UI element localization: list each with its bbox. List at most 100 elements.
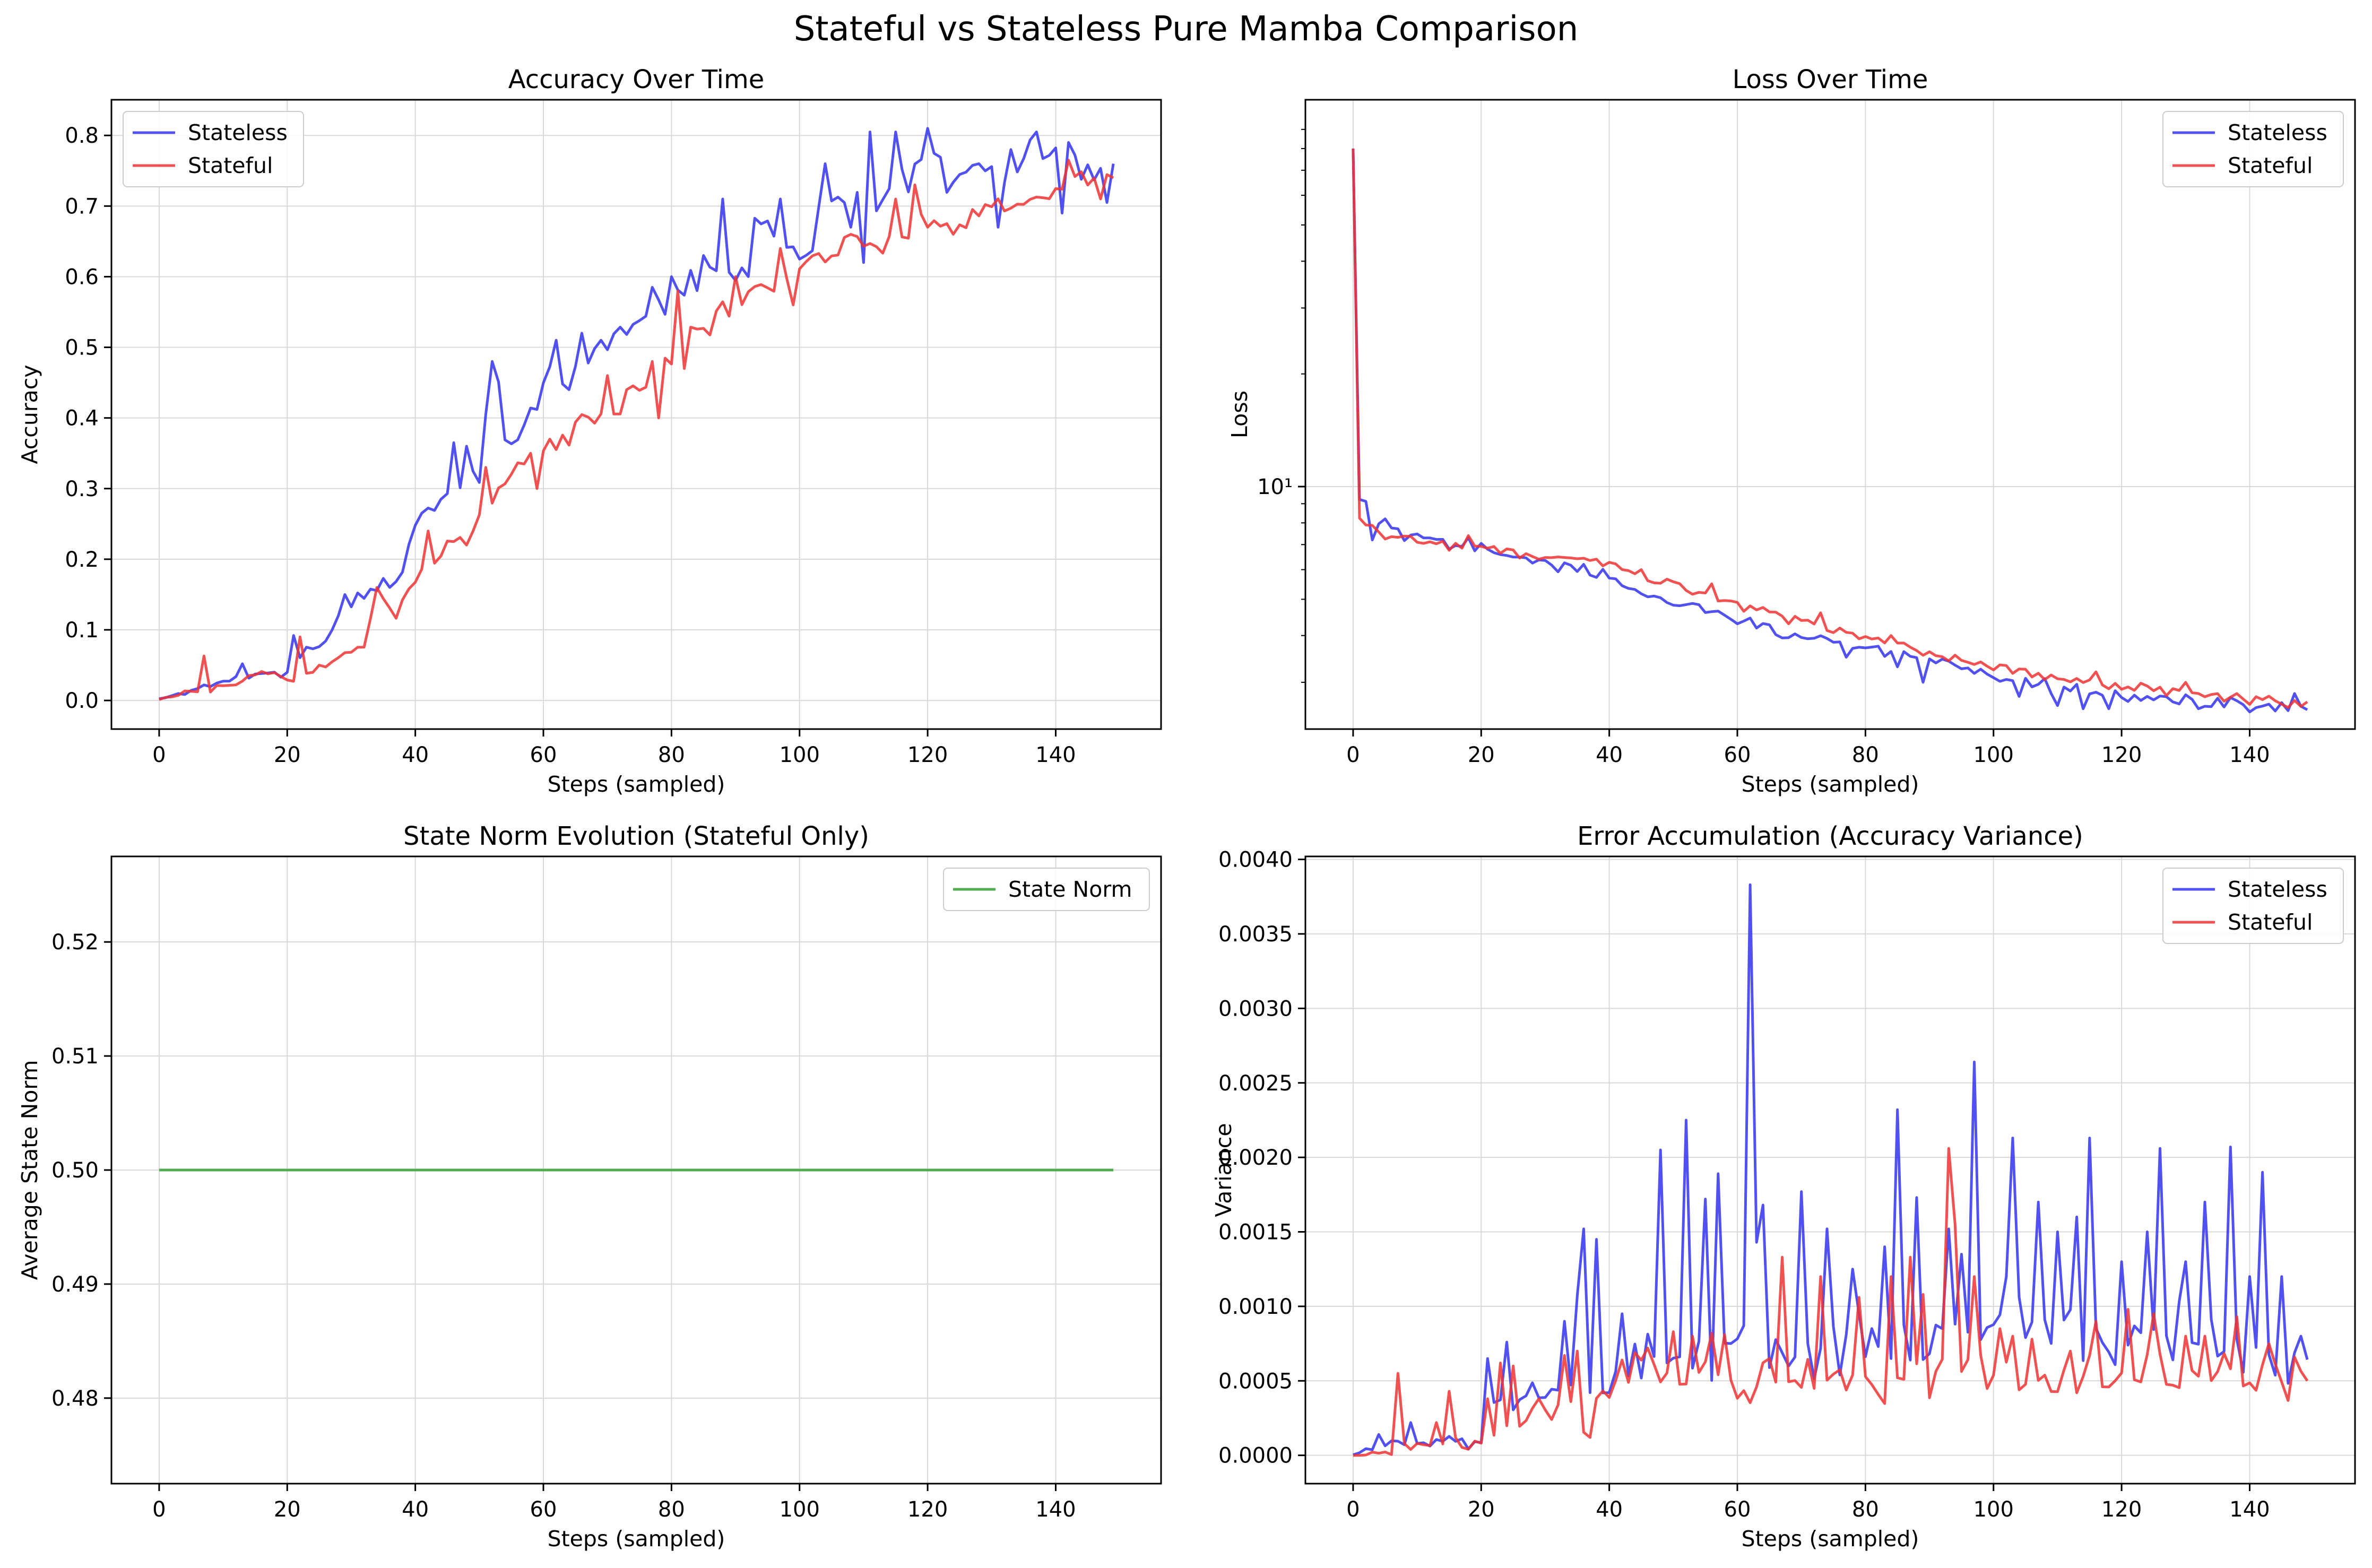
y-tick-label: 0.2 [65, 548, 99, 572]
subplot-accuracy: 0 20 40 60 80 100 120 140 0.0 0.1 0.2 0.3 0.4 0.5 0.6 0… [17, 65, 1162, 797]
x-axis-label: Steps (sampled) [1742, 1526, 1919, 1552]
x-tick-label: 120 [907, 743, 948, 767]
legend-box [943, 868, 1150, 911]
legend-box [2162, 111, 2344, 187]
y-tick-label: 0.0030 [1218, 997, 1293, 1021]
x-tick-label: 0 [152, 1497, 166, 1522]
series-line-stateless [159, 127, 1115, 700]
y-tick-label: 0.0025 [1218, 1071, 1293, 1096]
series-line-stateless [1353, 883, 2309, 1457]
subplot-loss: 0 20 40 60 80 100 120 140 10¹ Loss Over Time Steps… [1227, 65, 2356, 797]
y-tick-label: 0.0035 [1218, 922, 1293, 947]
series-line-stateful [1352, 148, 2308, 709]
x-tick-label: 120 [2101, 743, 2142, 767]
x-tick-label: 140 [2229, 743, 2270, 767]
y-tick-label: 0.0010 [1218, 1295, 1293, 1319]
y-axis-label: Loss [1227, 391, 1252, 438]
subplot-title: State Norm Evolution (Stateful Only) [403, 821, 869, 851]
y-tick-label: 0.3 [65, 477, 99, 501]
y-tick-label: 0.1 [65, 618, 99, 643]
x-tick-label: 60 [530, 1497, 557, 1522]
y-tick-label: 0.0015 [1218, 1220, 1293, 1245]
y-axis-label: Accuracy [17, 365, 42, 464]
legend-box [2162, 868, 2344, 944]
subplot-title: Error Accumulation (Accuracy Variance) [1577, 821, 2083, 851]
x-tick-label: 0 [152, 743, 166, 767]
legend: Stateless Stateful [2162, 868, 2344, 944]
x-tick-label: 40 [402, 1497, 429, 1522]
subplot-title: Accuracy Over Time [508, 65, 765, 94]
y-tick-label: 0.6 [65, 265, 99, 289]
y-tick-label: 0.0005 [1218, 1369, 1293, 1393]
x-tick-label: 60 [530, 743, 557, 767]
x-tick-label: 20 [1468, 1497, 1495, 1522]
legend-label: Stateless [2228, 877, 2327, 902]
y-tick-label: 0.0020 [1218, 1146, 1293, 1170]
subplot-variance: 0 20 40 60 80 100 120 140 0.0000 0.0005 0.0010 0.00… [1211, 821, 2356, 1552]
x-tick-label: 40 [1596, 1497, 1623, 1522]
x-tick-label: 120 [907, 1497, 948, 1522]
x-tick-label: 40 [402, 743, 429, 767]
y-axis-label: Variance [1211, 1123, 1236, 1217]
series-line-stateful [159, 159, 1114, 701]
legend-label: Stateless [188, 120, 288, 145]
x-tick-label: 0 [1346, 1497, 1360, 1522]
y-tick-label: 0.0000 [1218, 1444, 1293, 1468]
y-tick-label: 0.5 [65, 336, 99, 360]
series-line-stateless [1352, 148, 2308, 714]
x-tick-label: 140 [1035, 743, 1076, 767]
x-tick-label: 100 [1973, 1497, 2014, 1522]
y-tick-label: 0.0040 [1218, 848, 1293, 872]
x-tick-label: 20 [274, 1497, 301, 1522]
y-tick-label: 0.4 [65, 406, 99, 431]
y-tick-label: 10¹ [1257, 475, 1293, 499]
legend: Stateless Stateful [123, 111, 304, 187]
x-tick-label: 140 [2229, 1497, 2270, 1522]
x-tick-label: 80 [1852, 743, 1879, 767]
y-tick-label: 0.48 [51, 1387, 99, 1411]
x-tick-label: 60 [1724, 743, 1751, 767]
x-tick-label: 60 [1724, 1497, 1751, 1522]
plot-area [1305, 856, 2355, 1484]
axes-frame [1304, 855, 2356, 1485]
x-axis-label: Steps (sampled) [548, 1526, 725, 1552]
axes-frame [110, 99, 1162, 730]
x-axis-label: Steps (sampled) [1742, 772, 1919, 797]
x-tick-label: 140 [1035, 1497, 1076, 1522]
x-tick-label: 40 [1596, 743, 1623, 767]
subplot-grid: 0 20 40 60 80 100 120 140 0.0 0.1 0.2 0.3 0.4 0.5 0.6 0… [17, 65, 2356, 1552]
x-tick-label: 80 [1852, 1497, 1879, 1522]
x-tick-label: 80 [658, 1497, 685, 1522]
axes-frame [1304, 99, 2356, 730]
y-tick-label: 0.8 [65, 124, 99, 148]
y-tick-label: 0.50 [51, 1158, 99, 1183]
figure-suptitle: Stateful vs Stateless Pure Mamba Compari… [794, 10, 1579, 49]
x-tick-label: 0 [1346, 743, 1360, 767]
y-tick-label: 0.7 [65, 194, 99, 219]
x-tick-label: 120 [2101, 1497, 2142, 1522]
legend-label: Stateful [188, 153, 273, 178]
y-tick-label: 0.51 [51, 1044, 99, 1069]
x-tick-label: 100 [780, 1497, 820, 1522]
legend: State Norm [943, 868, 1150, 911]
y-tick-label: 0.52 [51, 930, 99, 955]
series-line-stateful [1353, 1147, 2309, 1457]
legend-label: Stateful [2228, 909, 2313, 935]
x-tick-label: 100 [1973, 743, 2014, 767]
y-tick-label: 0.0 [65, 689, 99, 713]
subplot-state-norm: 0 20 40 60 80 100 120 140 0.48 0.49 0.50 0.51 0.52 St… [17, 821, 1162, 1552]
x-tick-label: 80 [658, 743, 685, 767]
x-tick-label: 20 [1468, 743, 1495, 767]
y-axis-label: Average State Norm [17, 1060, 42, 1280]
plot-area [1305, 100, 2355, 729]
legend-label: Stateful [2228, 153, 2313, 178]
subplot-title: Loss Over Time [1733, 65, 1928, 94]
x-tick-label: 100 [780, 743, 820, 767]
y-tick-label: 0.49 [51, 1272, 99, 1297]
legend: Stateless Stateful [2162, 111, 2344, 187]
x-axis-label: Steps (sampled) [548, 772, 725, 797]
legend-label: State Norm [1008, 877, 1132, 902]
legend-label: Stateless [2228, 120, 2327, 145]
legend-box [123, 111, 304, 187]
